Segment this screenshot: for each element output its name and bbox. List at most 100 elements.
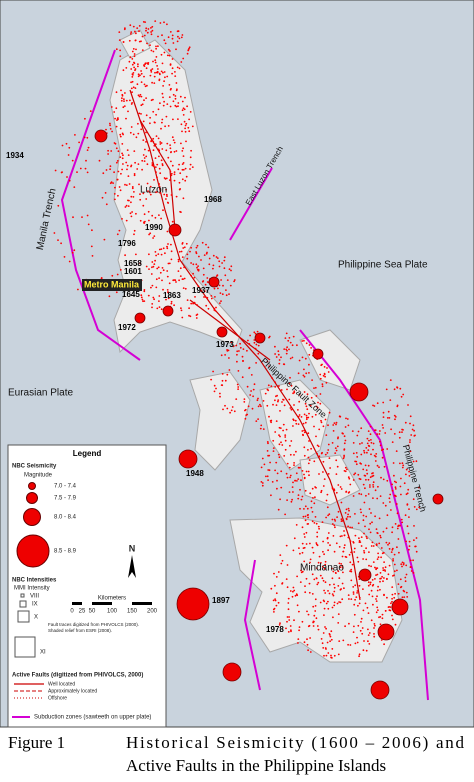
seismic-dot [276, 394, 278, 397]
seismic-dot [221, 373, 224, 375]
seismic-dot [129, 56, 132, 58]
seismic-dot [284, 513, 286, 516]
seismic-dot [376, 464, 379, 467]
seismic-dot [159, 192, 162, 194]
seismic-dot [360, 511, 362, 514]
seismic-dot [391, 600, 393, 603]
seismic-dot [332, 594, 335, 597]
seismic-dot [401, 466, 404, 469]
seismic-dot [184, 130, 187, 133]
seismic-dot [331, 648, 334, 650]
seismic-dot [151, 266, 153, 269]
seismic-dot [380, 547, 383, 549]
seismic-dot [358, 602, 361, 605]
seismic-dot [270, 587, 273, 590]
seismic-dot [286, 388, 288, 391]
seismic-dot [286, 616, 289, 618]
seismic-dot [361, 632, 364, 635]
seismic-dot [365, 558, 368, 561]
legend-symbol [23, 508, 41, 526]
seismic-dot [410, 566, 412, 568]
seismic-dot [269, 420, 272, 422]
seismic-dot [351, 430, 354, 432]
seismic-dot [166, 270, 169, 272]
seismic-dot [317, 561, 320, 564]
seismic-dot [154, 20, 157, 22]
seismic-dot [406, 596, 409, 598]
seismic-dot [162, 269, 165, 272]
seismic-dot [293, 462, 295, 464]
seismic-dot [314, 496, 316, 499]
seismic-dot [217, 287, 219, 290]
seismic-dot [76, 171, 78, 174]
seismic-dot [316, 583, 319, 586]
seismic-dot [124, 206, 127, 208]
seismic-dot [320, 489, 323, 492]
seismic-dot [151, 306, 153, 309]
seismic-dot [365, 547, 367, 550]
seismic-dot [121, 97, 123, 100]
seismic-dot [346, 418, 349, 420]
seismic-dot [115, 107, 118, 110]
seismic-dot [291, 498, 293, 501]
seismic-dot [342, 571, 344, 574]
seismic-dot [105, 169, 108, 171]
seismic-dot [303, 508, 305, 510]
seismic-dot [190, 262, 193, 264]
seismic-dot [301, 542, 304, 545]
seismic-dot [352, 593, 355, 595]
seismic-dot [292, 590, 294, 593]
seismic-dot [311, 593, 314, 595]
seismic-dot [376, 497, 379, 500]
label-box [82, 279, 142, 291]
seismic-dot [300, 571, 303, 574]
seismic-dot [366, 606, 369, 609]
seismic-dot [299, 581, 302, 583]
seismic-dot [295, 450, 297, 453]
seismic-dot [292, 549, 295, 552]
seismic-dot [352, 631, 355, 633]
seismic-dot [308, 412, 310, 415]
seismic-dot [68, 179, 71, 182]
seismic-dot [313, 620, 315, 623]
seismic-dot [316, 567, 318, 569]
seismic-dot [286, 476, 289, 479]
event-year: 1973 [216, 340, 234, 349]
seismic-dot [267, 384, 270, 387]
seismic-dot [362, 514, 365, 517]
seismic-dot [110, 150, 113, 152]
seismic-dot [163, 71, 166, 73]
seismic-dot [221, 379, 224, 382]
seismic-dot [125, 67, 128, 69]
seismic-dot [366, 537, 368, 540]
seismic-dot [363, 532, 365, 535]
seismic-dot [141, 35, 144, 38]
seismic-dot [334, 520, 337, 522]
seismic-dot [297, 497, 300, 500]
seismic-dot [139, 198, 142, 201]
seismic-dot [174, 75, 177, 77]
seismic-dot [264, 392, 267, 395]
seismic-dot [372, 484, 374, 486]
seismic-dot [313, 460, 316, 463]
seismic-dot [382, 401, 385, 404]
seismic-dot [86, 149, 89, 152]
seismic-dot [155, 47, 158, 50]
seismic-dot [350, 551, 352, 554]
seismic-dot [230, 341, 233, 344]
seismic-dot [229, 411, 232, 414]
seismic-dot [287, 339, 290, 342]
seismic-dot [394, 416, 397, 418]
seismic-dot [418, 506, 421, 509]
seismic-dot [267, 454, 269, 457]
seismic-dot [360, 545, 363, 547]
seismic-dot [306, 514, 309, 517]
seismic-dot [356, 556, 359, 559]
seismic-dot [272, 439, 275, 442]
seismic-dot [338, 562, 341, 565]
seismic-dot [309, 651, 312, 653]
seismic-dot [289, 476, 291, 479]
seismic-dot [386, 596, 388, 599]
seismic-dot [169, 147, 172, 150]
seismic-dot [316, 444, 319, 447]
